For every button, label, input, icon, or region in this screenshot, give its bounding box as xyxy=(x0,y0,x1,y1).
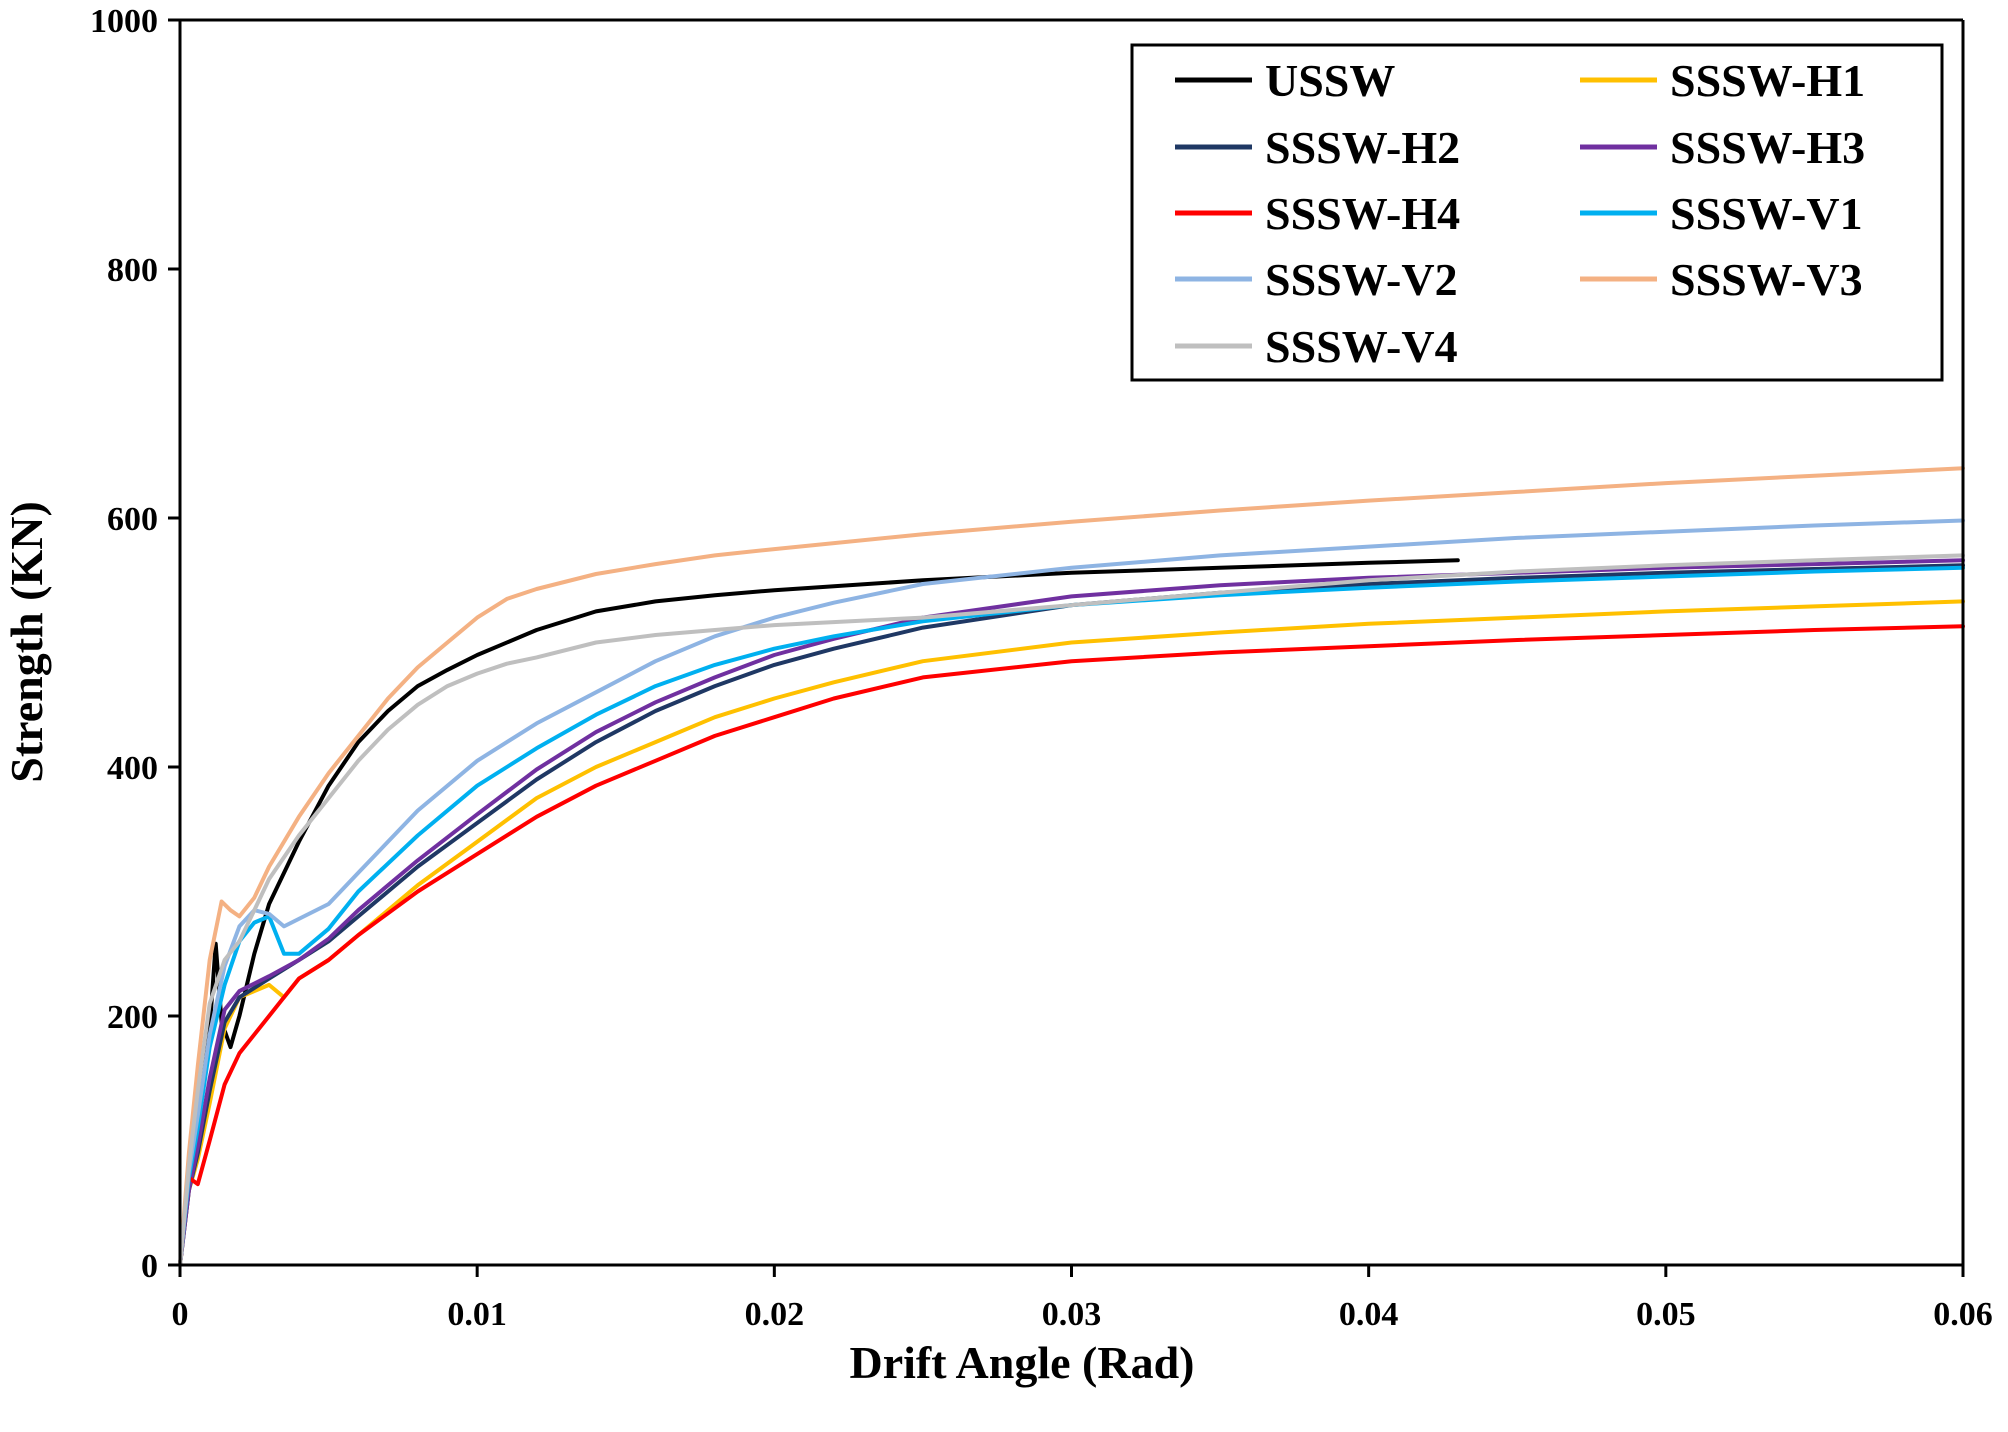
x-tick-label: 0.06 xyxy=(1933,1296,1993,1333)
y-tick-label: 0 xyxy=(141,1248,158,1285)
legend-label-ussw: USSW xyxy=(1265,55,1395,106)
y-tick-label: 600 xyxy=(107,501,158,538)
x-tick-label: 0.01 xyxy=(447,1296,507,1333)
y-tick-label: 1000 xyxy=(90,3,158,40)
x-axis-title: Drift Angle (Rad) xyxy=(850,1337,1195,1388)
legend-label-sssw-h3: SSSW-H3 xyxy=(1670,122,1865,173)
series-line-sssw-h3 xyxy=(178,558,1965,1267)
legend-box xyxy=(1130,43,1944,382)
series-line-sssw-h1 xyxy=(178,599,1965,1267)
legend-label-sssw-v2: SSSW-V2 xyxy=(1265,254,1458,305)
legend-label-sssw-h1: SSSW-H1 xyxy=(1670,55,1865,106)
y-axis-title: Strength (KN) xyxy=(1,501,52,783)
series-line-sssw-v2 xyxy=(178,518,1965,1267)
series-line-sssw-v3 xyxy=(178,466,1965,1267)
series-line-sssw-v4 xyxy=(178,553,1965,1267)
series-line-sssw-h2 xyxy=(178,563,1965,1267)
legend-label-sssw-h4: SSSW-H4 xyxy=(1265,188,1460,239)
y-tick-label: 400 xyxy=(107,750,158,787)
series-line-sssw-h4 xyxy=(178,624,1965,1267)
series-line-sssw-v1 xyxy=(178,565,1965,1267)
series-line-ussw xyxy=(178,558,1460,1267)
legend-label-sssw-v1: SSSW-V1 xyxy=(1670,188,1863,239)
x-tick-label: 0.02 xyxy=(745,1296,805,1333)
legend-label-sssw-v3: SSSW-V3 xyxy=(1670,254,1863,305)
x-tick-label: 0.03 xyxy=(1042,1296,1102,1333)
legend-label-sssw-v4: SSSW-V4 xyxy=(1265,321,1458,372)
x-tick-label: 0.05 xyxy=(1636,1296,1696,1333)
series-layer xyxy=(178,466,1965,1267)
legend-label-sssw-h2: SSSW-H2 xyxy=(1265,122,1460,173)
y-tick-label: 800 xyxy=(107,252,158,289)
legend: USSW SSSW-H1 SSSW-H2 SSSW-H3 SSSW-H4 SSSW-V1 S… xyxy=(1130,43,1944,382)
x-tick-label: 0.04 xyxy=(1339,1296,1399,1333)
x-tick-label: 0 xyxy=(172,1296,189,1333)
ticks-layer: 0 0.01 0.02 0.03 0.04 0.05 0.06 0 200 400 600 800 10… xyxy=(90,3,1993,1333)
y-tick-label: 200 xyxy=(107,999,158,1036)
